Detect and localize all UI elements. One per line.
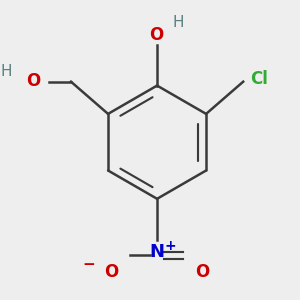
Text: O: O xyxy=(195,263,209,281)
Text: O: O xyxy=(26,72,41,90)
Text: O: O xyxy=(104,263,118,281)
Text: O: O xyxy=(149,26,163,44)
Text: H: H xyxy=(173,15,184,30)
Text: Cl: Cl xyxy=(250,70,268,88)
Text: H: H xyxy=(1,64,12,80)
Text: −: − xyxy=(82,257,95,272)
Text: +: + xyxy=(165,239,177,253)
Text: N: N xyxy=(150,243,165,261)
